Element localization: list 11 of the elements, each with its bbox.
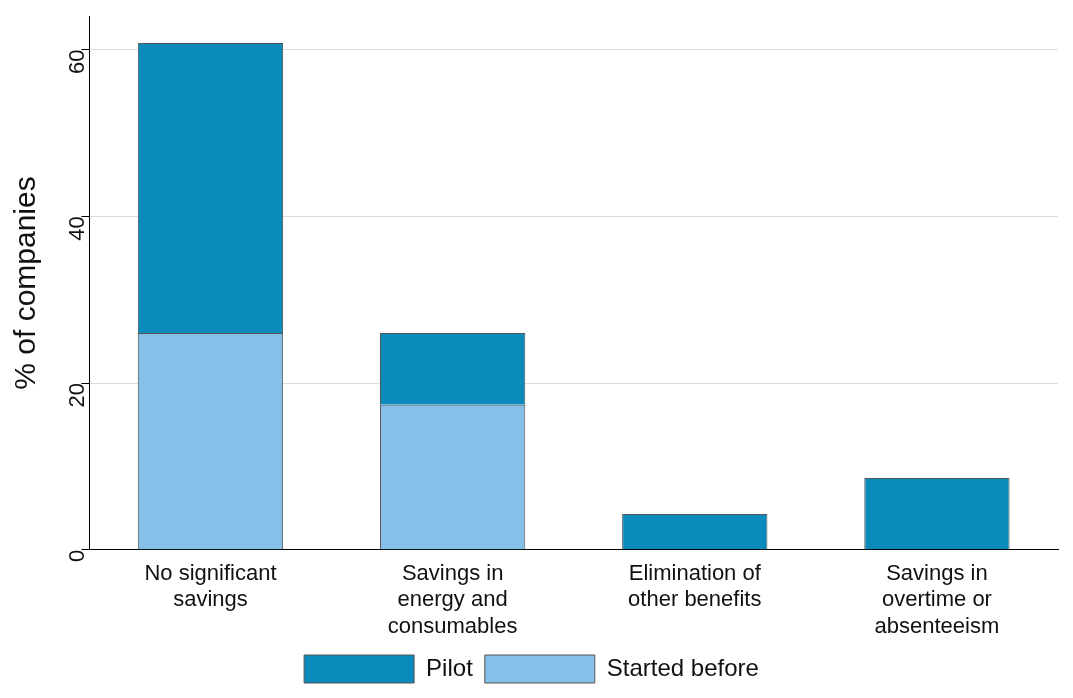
- y-tick-label: 60: [64, 49, 90, 75]
- x-tick-label: Savings in energy and consumables: [387, 560, 518, 638]
- legend-label: Started before: [606, 653, 759, 681]
- legend-label: Pilot: [426, 653, 474, 681]
- y-tick-label: 0: [64, 549, 90, 563]
- x-tick-label: Elimination of other benefits: [628, 560, 762, 612]
- y-tick-label: 20: [64, 383, 90, 408]
- x-tick-label: No significant savings: [144, 560, 277, 612]
- x-tick-label: Savings in overtime or absenteeism: [874, 560, 1000, 638]
- y-axis-title: % of companies: [8, 176, 42, 390]
- y-tick-label: 40: [64, 216, 90, 241]
